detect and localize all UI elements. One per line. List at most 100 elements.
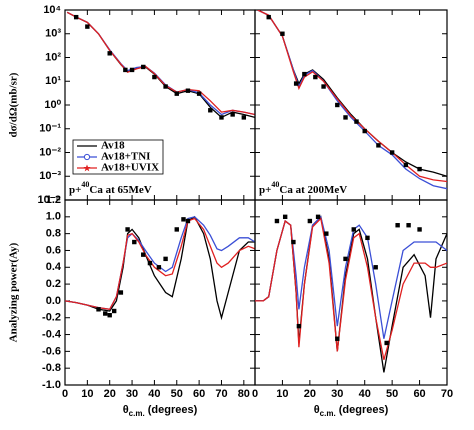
- y-tick-label: 10³: [45, 28, 61, 40]
- x-tick-label: 30: [126, 388, 138, 400]
- series-line: [65, 215, 255, 321]
- data-point: [85, 24, 90, 29]
- data-point: [107, 51, 112, 56]
- y-tick-label: 10⁻⁴: [38, 194, 61, 206]
- data-point: [208, 108, 213, 113]
- annotation-post: Ca at 65MeV: [89, 184, 151, 196]
- y-tick-label: 0.8: [46, 228, 61, 240]
- annotation: p+40Ca at 65MeV: [69, 180, 152, 196]
- data-point: [403, 162, 409, 168]
- annotation: p+40Ca at 200MeV: [259, 180, 347, 196]
- data-point: [219, 115, 224, 120]
- y-axis-label: Analyzing power(Ay): [8, 242, 20, 342]
- annotation-sup: 40: [81, 180, 89, 189]
- series-line: [66, 11, 255, 119]
- data-point: [129, 67, 135, 73]
- series-line: [255, 217, 447, 360]
- panel-frame: [254, 199, 448, 386]
- x-label-text: (degrees): [145, 404, 198, 416]
- data-point: [315, 214, 321, 220]
- x-label-text: (degrees): [336, 404, 389, 416]
- legend-marker: [83, 153, 91, 161]
- data-point: [335, 102, 340, 108]
- y-tick-label: 10⁰: [44, 99, 61, 111]
- data-point: [96, 307, 101, 312]
- legend-label: Av18+TNI: [101, 151, 150, 163]
- panel-frame: [64, 199, 256, 386]
- data-point: [141, 64, 146, 70]
- data-point: [389, 150, 395, 155]
- data-point: [141, 252, 146, 257]
- y-tick-label: 0.6: [46, 244, 61, 256]
- series-line: [257, 10, 447, 177]
- y-tick-label: 1.0: [46, 211, 61, 223]
- legend-label: Av18+UVIX: [101, 162, 159, 174]
- x-tick-label: 0: [62, 388, 68, 400]
- series-line: [257, 10, 447, 190]
- data-point: [302, 71, 307, 77]
- x-tick-label: 10: [81, 388, 93, 400]
- data-point: [307, 218, 313, 224]
- series-line: [65, 216, 255, 311]
- y-tick-label: 10⁻²: [39, 146, 61, 158]
- data-point: [152, 74, 157, 80]
- data-point: [241, 115, 247, 120]
- x-tick-label: 20: [104, 388, 116, 400]
- data-point: [73, 14, 79, 20]
- annotation-sup: 40: [271, 180, 279, 189]
- data-point: [335, 336, 340, 341]
- data-point: [293, 81, 299, 86]
- annotation-pre: p+: [259, 184, 271, 196]
- data-point: [163, 84, 168, 89]
- data-point: [118, 290, 124, 295]
- y-tick-label: 10²: [45, 51, 61, 63]
- data-point: [313, 74, 318, 80]
- data-point: [280, 31, 285, 36]
- data-point: [351, 227, 356, 232]
- x-tick-label: 20: [304, 388, 316, 400]
- x-tick-label: 60: [193, 388, 205, 400]
- data-point: [324, 231, 329, 236]
- data-point: [174, 227, 179, 232]
- x-tick-label: 60: [413, 388, 425, 400]
- x-axis-label: θc.m. (degrees): [123, 404, 198, 418]
- series-line: [255, 215, 447, 339]
- y-tick-label: 0.4: [46, 261, 62, 273]
- y-tick-label: -1.0: [42, 379, 61, 391]
- series-line: [257, 10, 447, 183]
- data-point: [282, 214, 288, 220]
- data-point: [373, 265, 378, 270]
- x-label-symbol: θ: [123, 404, 129, 416]
- x-axis-label: θc.m. (degrees): [314, 404, 389, 418]
- x-label-sub: c.m.: [129, 409, 145, 418]
- data-point: [132, 239, 137, 245]
- x-tick-label: 70: [441, 388, 453, 400]
- data-point: [384, 340, 389, 346]
- series-line: [66, 11, 255, 116]
- y-tick-label: 10⁻¹: [39, 123, 61, 135]
- data-point: [417, 166, 422, 172]
- y-axis-label: dσ/dΩ(mb/sr): [8, 72, 20, 137]
- x-tick-label: 70: [215, 388, 227, 400]
- annotation-post: Ca at 200MeV: [279, 184, 347, 196]
- y-tick-label: -0.8: [42, 362, 61, 374]
- data-point: [174, 91, 179, 96]
- data-point: [163, 256, 168, 262]
- data-point: [376, 143, 381, 148]
- x-tick-label: 0: [252, 388, 258, 400]
- y-tick-label: 0.2: [46, 278, 61, 290]
- x-label-symbol: θ: [314, 404, 320, 416]
- data-point: [123, 67, 128, 73]
- x-tick-label: 30: [331, 388, 343, 400]
- data-point: [354, 119, 359, 124]
- data-point: [274, 218, 280, 224]
- data-point: [343, 115, 348, 120]
- data-point: [321, 84, 326, 89]
- x-tick-label: 50: [171, 388, 183, 400]
- annotation-pre: p+: [69, 184, 81, 196]
- data-point: [266, 14, 271, 20]
- data-point: [181, 217, 186, 222]
- y-tick-label: 0.0: [46, 295, 61, 307]
- x-tick-label: 40: [359, 388, 371, 400]
